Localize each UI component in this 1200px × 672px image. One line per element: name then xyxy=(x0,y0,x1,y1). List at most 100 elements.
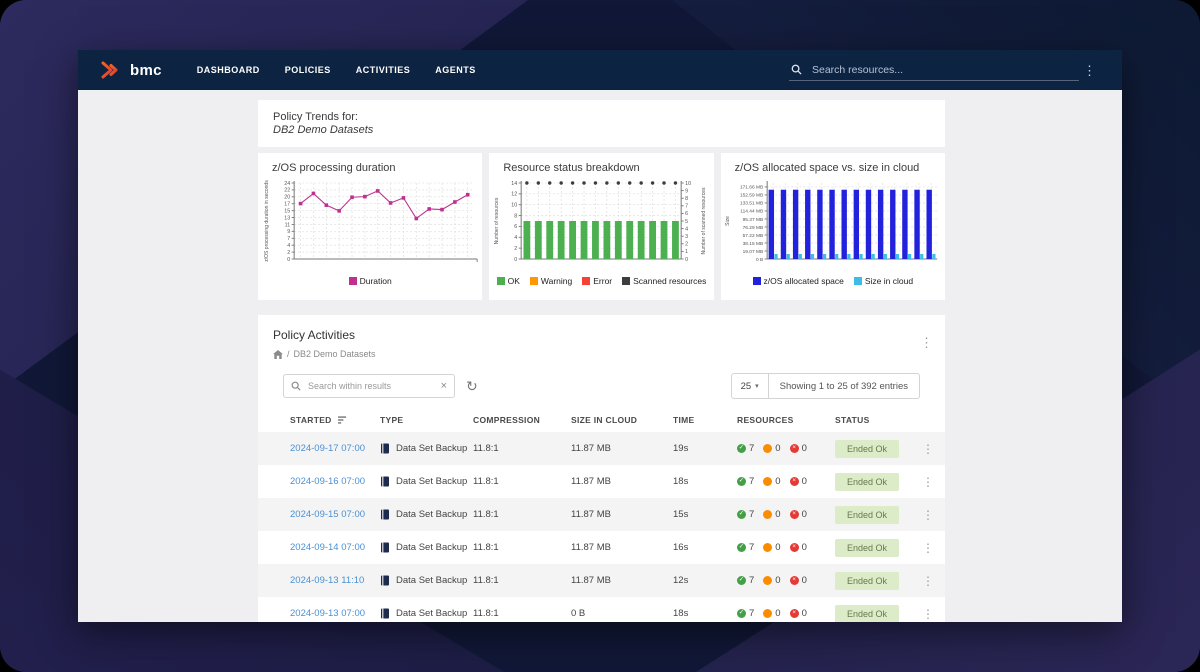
refresh-icon[interactable]: ↻ xyxy=(466,379,478,393)
size-in-cloud-value: 11.87 MB xyxy=(571,575,673,586)
svg-text:2: 2 xyxy=(515,246,518,252)
svg-text:9: 9 xyxy=(685,188,688,194)
column-header-status[interactable]: STATUS xyxy=(835,415,914,425)
svg-text:0: 0 xyxy=(287,257,290,263)
nav-item-agents[interactable]: AGENTS xyxy=(430,61,481,79)
duration-chart-legend: Duration xyxy=(258,276,482,286)
clear-search-icon[interactable]: × xyxy=(441,381,447,392)
page-size-dropdown[interactable]: 25 ▾ xyxy=(731,373,769,399)
legend-item: z/OS allocated space xyxy=(753,276,844,286)
nav-item-activities[interactable]: ACTIVITIES xyxy=(351,61,416,79)
row-kebab-menu-icon[interactable]: ⋮ xyxy=(922,475,934,489)
svg-text:Size: Size xyxy=(725,216,731,226)
home-icon[interactable] xyxy=(273,350,283,359)
legend-swatch xyxy=(349,277,357,285)
svg-text:10: 10 xyxy=(685,181,691,187)
svg-text:11: 11 xyxy=(285,222,291,228)
activities-toolbar: × ↻ 25 ▾ Showing 1 to 25 of 392 entries xyxy=(283,373,920,399)
activities-kebab-menu-icon[interactable]: ⋮ xyxy=(920,335,933,351)
table-header-row: STARTED TYPE COMPRESSION SIZE IN CLOUD T… xyxy=(258,408,945,432)
legend-label: z/OS allocated space xyxy=(764,276,844,286)
svg-text:7: 7 xyxy=(287,236,290,242)
resource-status-chart-panel: Resource status breakdown 02468101214012… xyxy=(489,153,713,300)
row-kebab-menu-icon[interactable]: ⋮ xyxy=(922,574,934,588)
started-link[interactable]: 2024-09-15 07:00 xyxy=(290,509,365,520)
bmc-logo[interactable]: bmc xyxy=(100,61,162,79)
column-header-resources[interactable]: RESOURCES xyxy=(737,415,835,425)
resources-cell: ✓70×0 xyxy=(737,476,835,487)
status-badge: Ended Ok xyxy=(835,473,899,491)
warning-status-icon xyxy=(763,510,772,519)
legend-label: Warning xyxy=(541,276,572,286)
ok-count: 7 xyxy=(749,542,754,553)
column-header-size-in-cloud[interactable]: SIZE IN CLOUD xyxy=(571,415,673,425)
warning-status-icon xyxy=(763,576,772,585)
breadcrumb-current[interactable]: DB2 Demo Datasets xyxy=(294,349,376,359)
global-search-input[interactable] xyxy=(810,63,1077,77)
resource-status-chart-legend: OKWarningErrorScanned resources xyxy=(489,276,713,286)
svg-text:152.59 MB: 152.59 MB xyxy=(740,193,763,199)
svg-text:8: 8 xyxy=(685,196,688,202)
legend-swatch xyxy=(530,277,538,285)
row-kebab-menu-icon[interactable]: ⋮ xyxy=(922,541,934,555)
table-row: 2024-09-13 07:00Data Set Backup11.8:10 B… xyxy=(258,597,945,622)
row-kebab-menu-icon[interactable]: ⋮ xyxy=(922,442,934,456)
app-window: bmc DASHBOARD POLICIES ACTIVITIES AGENTS… xyxy=(78,50,1122,622)
nav-item-policies[interactable]: POLICIES xyxy=(280,61,336,79)
ok-count: 7 xyxy=(749,509,754,520)
column-header-compression[interactable]: COMPRESSION xyxy=(473,415,571,425)
results-search-box[interactable]: × xyxy=(283,374,455,398)
nav-item-dashboard[interactable]: DASHBOARD xyxy=(192,61,265,79)
policy-trends-header: Policy Trends for: DB2 Demo Datasets xyxy=(258,100,945,147)
allocated-space-chart-legend: z/OS allocated space Size in cloud xyxy=(721,276,945,286)
row-kebab-menu-icon[interactable]: ⋮ xyxy=(922,508,934,522)
svg-text:76.29 MB: 76.29 MB xyxy=(742,225,763,231)
warning-status-icon xyxy=(763,477,772,486)
svg-text:0: 0 xyxy=(685,257,688,263)
allocated-space-chart-title: z/OS allocated space vs. size in cloud xyxy=(721,153,945,174)
type-label: Data Set Backup xyxy=(396,509,467,520)
navbar-kebab-menu-icon[interactable]: ⋮ xyxy=(1079,62,1100,79)
svg-text:2: 2 xyxy=(685,242,688,248)
size-in-cloud-value: 11.87 MB xyxy=(571,443,673,454)
legend-label: Error xyxy=(593,276,612,286)
ok-count: 7 xyxy=(749,608,754,619)
dataset-icon xyxy=(380,509,390,520)
error-status-icon: × xyxy=(790,477,799,486)
started-link[interactable]: 2024-09-13 11:10 xyxy=(290,575,364,586)
svg-text:15: 15 xyxy=(284,208,290,214)
column-header-time[interactable]: TIME xyxy=(673,415,737,425)
sort-icon[interactable] xyxy=(338,416,347,424)
global-search[interactable] xyxy=(789,60,1079,81)
time-value: 16s xyxy=(673,542,737,553)
started-link[interactable]: 2024-09-16 07:00 xyxy=(290,476,365,487)
duration-chart-svg: 0247911131517202224z/OS processing durat… xyxy=(258,175,482,273)
legend-swatch xyxy=(622,277,630,285)
svg-text:2: 2 xyxy=(287,250,290,256)
size-in-cloud-value: 0 B xyxy=(571,608,673,619)
warning-count: 0 xyxy=(775,608,780,619)
compression-value: 11.8:1 xyxy=(473,476,571,487)
resources-cell: ✓70×0 xyxy=(737,509,835,520)
legend-swatch xyxy=(854,277,862,285)
row-kebab-menu-icon[interactable]: ⋮ xyxy=(922,607,934,621)
results-search-input[interactable] xyxy=(306,380,436,392)
started-link[interactable]: 2024-09-17 07:00 xyxy=(290,443,365,454)
svg-text:4: 4 xyxy=(685,226,688,232)
type-label: Data Set Backup xyxy=(396,575,467,586)
legend-item: Size in cloud xyxy=(854,276,913,286)
svg-text:20: 20 xyxy=(284,195,290,201)
ok-status-icon: ✓ xyxy=(737,609,746,618)
column-header-started[interactable]: STARTED xyxy=(290,415,380,425)
started-link[interactable]: 2024-09-14 07:00 xyxy=(290,542,365,553)
legend-item: Duration xyxy=(349,276,392,286)
error-status-icon: × xyxy=(790,543,799,552)
column-header-type[interactable]: TYPE xyxy=(380,415,473,425)
pagination-controls: 25 ▾ Showing 1 to 25 of 392 entries xyxy=(731,373,920,399)
ok-count: 7 xyxy=(749,476,754,487)
ok-status-icon: ✓ xyxy=(737,543,746,552)
charts-row: z/OS processing duration 024791113151720… xyxy=(258,153,945,300)
legend-label: Duration xyxy=(360,276,392,286)
started-link[interactable]: 2024-09-13 07:00 xyxy=(290,608,365,619)
legend-item: Scanned resources xyxy=(622,276,706,286)
